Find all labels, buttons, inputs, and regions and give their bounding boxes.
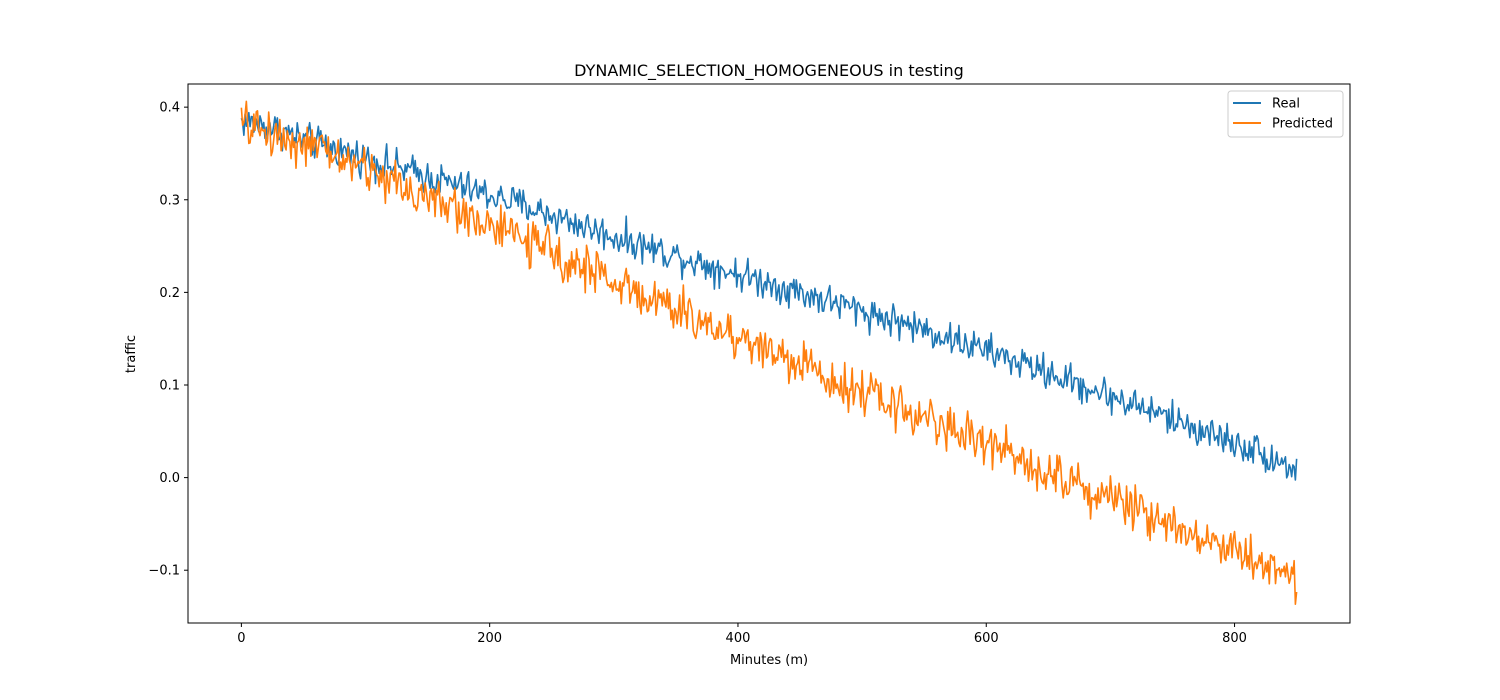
y-tick-label: 0.0 — [159, 471, 180, 486]
plot-frame — [187, 83, 1351, 624]
series-line-real — [240, 111, 1298, 481]
series-line-predicted — [240, 100, 1298, 606]
legend: Real Predicted — [1227, 90, 1344, 138]
legend-label: Predicted — [1272, 117, 1333, 132]
x-tick-label: 200 — [477, 631, 502, 646]
y-tick-label: 0.2 — [159, 286, 180, 301]
x-tick-label: 400 — [726, 631, 751, 646]
y-tick-label: 0.3 — [159, 193, 180, 208]
y-axis: −0.1 0.0 0.1 0.2 0.3 0.4 — [148, 101, 188, 579]
x-axis: 0 200 400 600 800 — [237, 623, 1247, 646]
chart-title: DYNAMIC_SELECTION_HOMOGENEOUS in testing — [574, 61, 964, 81]
y-tick-label: 0.1 — [159, 378, 180, 393]
y-tick-label: 0.4 — [159, 101, 180, 116]
y-tick-label: −0.1 — [148, 564, 180, 579]
y-axis-label: traffic — [124, 335, 139, 373]
x-tick-label: 800 — [1222, 631, 1247, 646]
x-axis-label: Minutes (m) — [730, 653, 808, 668]
x-tick-label: 0 — [237, 631, 245, 646]
legend-label: Real — [1272, 97, 1300, 112]
x-tick-label: 600 — [974, 631, 999, 646]
series-layer — [240, 100, 1298, 606]
